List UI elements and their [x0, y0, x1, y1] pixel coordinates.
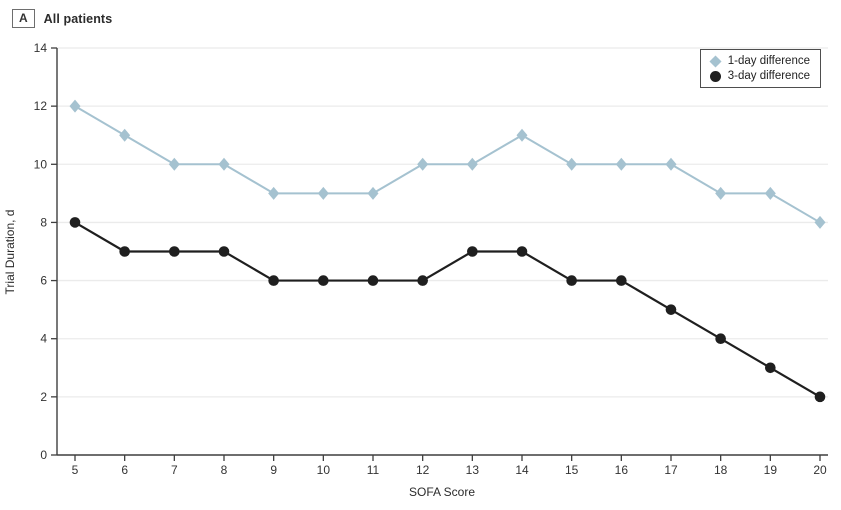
x-tick-label: 17 [664, 463, 678, 477]
chart-legend: 1-day difference 3-day difference [699, 49, 821, 88]
x-axis-title: SOFA Score [409, 485, 475, 499]
y-tick-label: 0 [40, 448, 47, 462]
legend-label: 1-day difference [727, 55, 810, 67]
y-tick-label: 14 [34, 41, 48, 55]
data-series [69, 99, 826, 403]
x-tick-label: 20 [813, 463, 827, 477]
x-tick-label: 9 [270, 463, 277, 477]
y-axis-title: Trial Duration, d [3, 210, 17, 295]
x-tick-label: 16 [615, 463, 629, 477]
y-tick-label: 2 [40, 390, 47, 404]
diamond-marker [764, 186, 776, 200]
circle-marker [467, 246, 478, 257]
diamond-marker [218, 157, 230, 171]
legend-item-1-day: 1-day difference [709, 54, 810, 68]
x-tick-label: 12 [416, 463, 430, 477]
circle-marker [69, 217, 81, 228]
x-tick-label: 10 [317, 463, 331, 477]
x-tick-label: 19 [764, 463, 778, 477]
legend-item-3-day: 3-day difference [709, 70, 810, 82]
series-line-1-day-difference [74, 105, 821, 224]
x-tick-label: 15 [565, 463, 579, 477]
circle-marker [367, 275, 379, 286]
circle-marker [318, 275, 329, 286]
diamond-marker [367, 186, 379, 200]
x-tick-label: 18 [714, 463, 728, 477]
diamond-marker [69, 99, 81, 113]
circle-marker [417, 275, 428, 286]
panel-letter-badge: A [12, 9, 35, 28]
y-tick-label: 8 [40, 215, 47, 229]
gridlines [57, 47, 828, 398]
diamond-marker [665, 157, 677, 171]
circle-marker [169, 246, 180, 257]
diamond-marker [615, 157, 627, 171]
y-tick-label: 12 [34, 99, 48, 113]
circle-marker [268, 275, 279, 286]
circle-marker [715, 333, 726, 345]
diamond-marker [814, 215, 826, 229]
diamond-marker [566, 157, 578, 171]
x-tick-label: 6 [121, 463, 128, 477]
y-tick-label: 10 [34, 157, 48, 171]
circle-marker [616, 275, 627, 286]
y-tick-label: 6 [40, 274, 47, 288]
diamond-marker [317, 186, 329, 200]
circle-marker-icon [709, 70, 721, 82]
diamond-marker [715, 186, 727, 200]
circle-marker [765, 362, 776, 374]
x-tick-label: 13 [466, 463, 480, 477]
axes: 0 2 4 6 8 10 12 14 5 6 7 8 9 10 11 12 13 14 15 16 17 18 19 20 [34, 41, 828, 477]
circle-marker [516, 246, 528, 257]
legend-label: 3-day difference [727, 70, 810, 82]
diamond-marker [466, 157, 478, 171]
x-tick-label: 11 [367, 463, 380, 477]
diamond-marker [516, 128, 528, 142]
panel-title: All patients [43, 11, 113, 26]
circle-marker [119, 246, 130, 257]
x-tick-label: 5 [72, 463, 79, 477]
diamond-marker [119, 128, 131, 142]
x-tick-label: 7 [171, 463, 178, 477]
x-tick-label: 14 [515, 463, 529, 477]
panel-header: A All patients [12, 9, 112, 28]
y-tick-label: 4 [40, 332, 47, 346]
x-tick-label: 8 [221, 463, 228, 477]
diamond-marker [168, 157, 180, 171]
circle-marker [566, 275, 577, 286]
diamond-marker [268, 186, 280, 200]
diamond-marker-icon [709, 54, 722, 68]
series-line-3-day-difference [74, 221, 821, 398]
circle-marker [814, 391, 826, 403]
circle-marker [218, 246, 230, 257]
diamond-marker [417, 157, 429, 171]
circle-marker [665, 304, 677, 315]
